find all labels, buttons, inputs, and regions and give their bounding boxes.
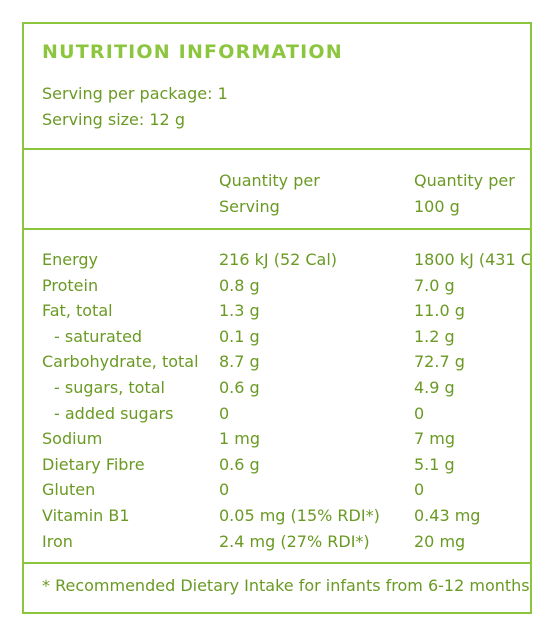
nutrient-name: - sugars, total [54,378,165,397]
serving-size: Serving size: 12 g [42,110,185,129]
nutrient-value: 5.1 g [414,454,455,474]
nutrient-value: 0.1 g [219,326,260,346]
servings-per-package: Serving per package: 1 [42,84,228,103]
nutrient-value: 216 kJ (52 Cal) [219,250,338,269]
nutrient-value: 0.05 mg (15% RDI*) [219,506,380,525]
nutrient-name: - added sugars [54,403,174,423]
nutrient-value: 1.3 g [219,301,260,321]
nutrient-name: Fat, total [42,301,113,321]
nutrient-value: 8.7 g [219,352,260,372]
nutrient-value: 0 [414,403,425,423]
nutrient-value: 1.2 g [414,326,455,346]
nutrient-value: 0 [219,480,230,500]
nutrition-panel: NUTRITION INFORMATION Serving per packag… [22,22,532,614]
divider [24,562,530,564]
nutrient-value: 72.7 g [414,352,465,372]
column-header: Quantity per 100 g [414,171,515,216]
nutrient-name: Vitamin B1 [42,506,130,525]
nutrient-name: - saturated [54,326,143,346]
nutrient-value: 4.9 g [414,378,455,397]
nutrient-value: 2.4 mg (27% RDI*) [219,531,370,551]
footnote: * Recommended Dietary Intake for infants… [42,576,532,595]
nutrient-name: Carbohydrate, total [42,352,199,372]
nutrient-value: 7.0 g [414,275,455,295]
nutrient-name: Gluten [42,480,96,500]
nutrient-value: 0.43 mg [414,506,481,525]
nutrient-value: 1800 kJ (431 Cal) [414,250,532,269]
nutrient-name: Protein [42,275,99,295]
column-header: Quantity per Serving [219,171,320,216]
nutrient-value: 20 mg [414,531,466,551]
nutrient-name: Iron [42,531,73,551]
nutrient-value: 0.8 g [219,275,260,295]
nutrient-value: 0.6 g [219,378,260,397]
nutrient-value: 1 mg [219,429,261,449]
nutrient-name: Dietary Fibre [42,454,145,474]
divider [24,228,530,230]
divider [24,148,530,150]
title: NUTRITION INFORMATION [42,41,343,63]
nutrient-value: 0.6 g [219,454,260,474]
nutrient-value: 0 [219,403,230,423]
nutrient-value: 11.0 g [414,301,465,321]
nutrient-value: 7 mg [414,429,456,449]
nutrient-name: Sodium [42,429,103,449]
nutrient-value: 0 [414,480,425,500]
nutrient-name: Energy [42,250,99,269]
